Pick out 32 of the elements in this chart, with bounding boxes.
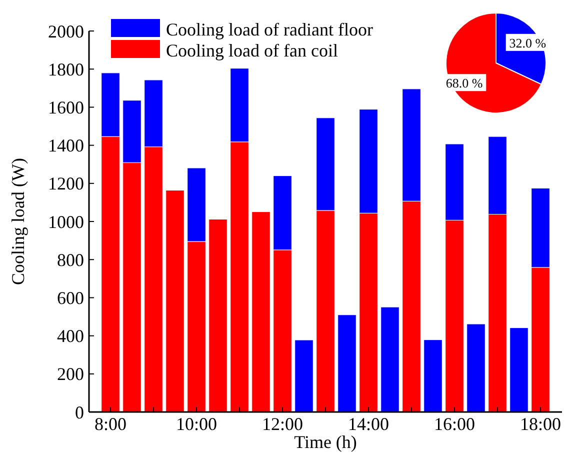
y-axis-title: Cooling load (W): [8, 158, 28, 285]
data-label: 32.0 %: [509, 35, 546, 50]
bar: [466, 324, 486, 412]
y-tick-label: 0: [75, 402, 84, 422]
legend-label: Cooling load of fan coil: [166, 40, 338, 60]
x-tick-label: 16:00: [434, 414, 476, 434]
y-tick-label: 600: [57, 288, 84, 308]
bar: [510, 328, 528, 412]
bar: [380, 306, 400, 412]
bar: [424, 340, 442, 412]
x-tick-label: 8:00: [94, 414, 127, 434]
y-tick-label: 2000: [48, 21, 84, 42]
data-label: 68.0 %: [446, 76, 483, 91]
y-tick-label: 1200: [48, 174, 84, 194]
x-tick-label: 12:00: [262, 414, 304, 434]
legend-label: Cooling load of radiant floor: [166, 19, 373, 40]
y-tick-label: 1600: [48, 98, 84, 118]
x-tick-label: 14:00: [348, 414, 390, 434]
x-tick-label: 18:00: [520, 414, 562, 434]
bar: [252, 212, 270, 412]
y-tick-label: 1000: [48, 212, 84, 232]
bar: [338, 314, 356, 412]
y-tick-label: 800: [57, 250, 84, 270]
y-tick-label: 200: [57, 364, 84, 384]
x-tick-label: 10:00: [176, 414, 218, 434]
x-axis-title: Time (h): [294, 432, 357, 452]
y-tick-label: 1400: [48, 136, 84, 156]
y-tick-label: 400: [57, 326, 84, 346]
bar: [166, 190, 184, 412]
bar: [294, 340, 314, 412]
bar: [208, 218, 228, 412]
y-tick-label: 1800: [48, 59, 84, 80]
